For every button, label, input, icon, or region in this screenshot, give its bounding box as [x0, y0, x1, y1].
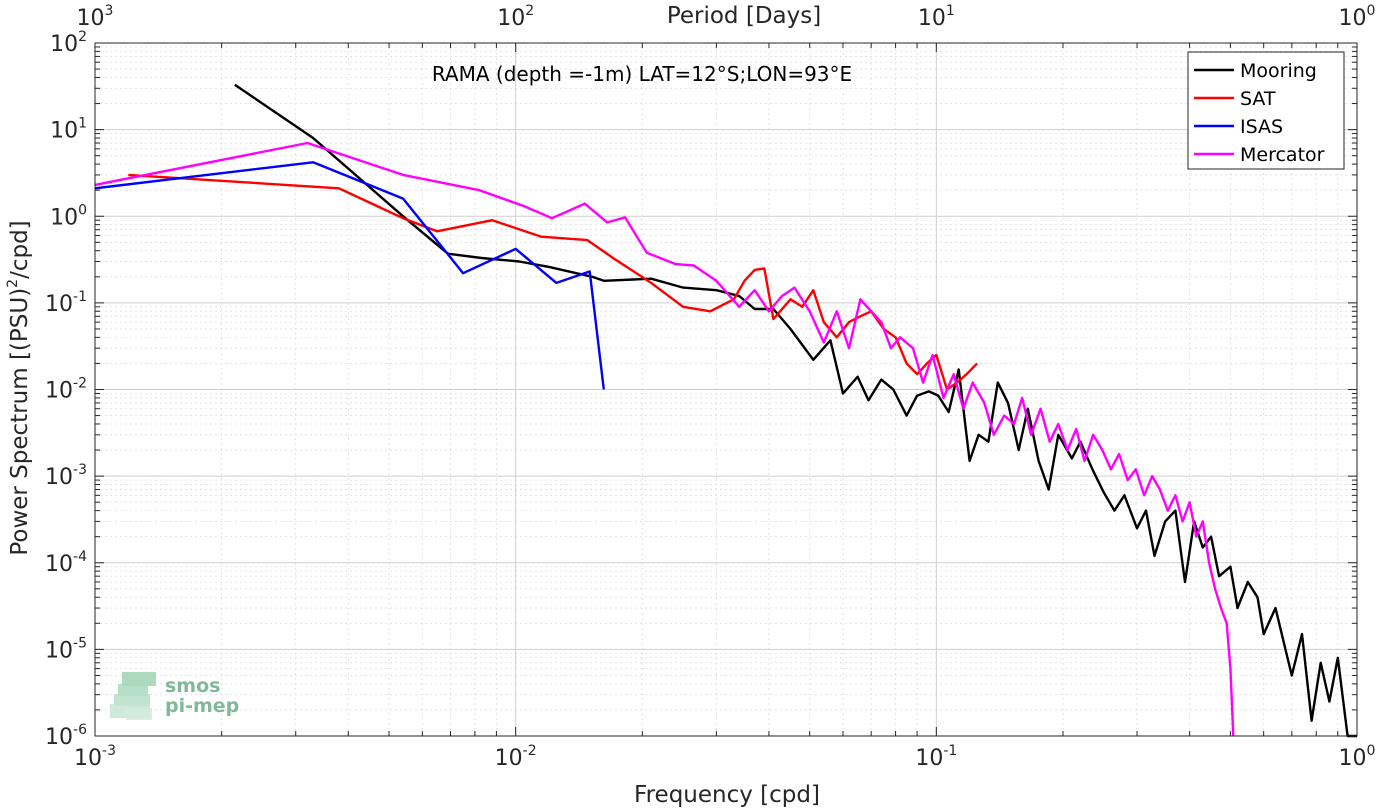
legend-item-mooring: Mooring — [1194, 60, 1317, 82]
logo-text-pimep: pi-mep — [165, 695, 239, 717]
y-axis-label-suffix: /cpd] — [7, 220, 33, 279]
x-tick-label: 100 — [1339, 743, 1376, 771]
x-tick-labels: 10-3 10-2 10-1 100 — [74, 743, 1375, 771]
legend-item-isas: ISAS — [1194, 116, 1283, 138]
top-axis-label: Period [Days] — [667, 3, 821, 29]
tick-marks — [94, 42, 1358, 737]
chart-title: RAMA (depth =-1m) LAT=12°S;LON=93°E — [432, 62, 852, 86]
x-tick-label: 10-3 — [74, 743, 116, 771]
x-tick-label: 10-1 — [915, 743, 957, 771]
y-tick-label: 10-5 — [45, 635, 87, 663]
legend-item-mercator: Mercator — [1194, 144, 1325, 166]
legend-label-mooring: Mooring — [1240, 60, 1317, 82]
top-tick-label: 103 — [77, 3, 114, 31]
y-tick-label: 102 — [50, 29, 87, 57]
y-axis-label-sup: 2 — [5, 279, 21, 288]
y-tick-label: 10-1 — [45, 289, 87, 317]
legend: Mooring SAT ISAS Mercator — [1187, 51, 1345, 170]
top-tick-labels: 103 102 101 100 — [77, 3, 1376, 31]
logo-text-smos: smos — [165, 675, 220, 697]
top-tick-label: 100 — [1339, 3, 1376, 31]
y-tick-labels: 102 101 100 10-1 10-2 10-3 10-4 10-5 10-6 — [45, 29, 87, 750]
legend-box — [1187, 51, 1345, 170]
y-axis-label-main: Power Spectrum [(PSU) — [7, 288, 33, 556]
y-tick-label: 10-2 — [45, 376, 87, 404]
y-tick-label: 100 — [50, 202, 87, 230]
y-tick-label: 10-6 — [45, 722, 87, 750]
smos-pimep-logo: smos pi-mep — [110, 672, 239, 720]
y-axis-label: Power Spectrum [(PSU)2/cpd] — [5, 220, 33, 555]
x-axis-label: Frequency [cpd] — [634, 782, 820, 808]
series-line-sat — [128, 173, 978, 391]
x-tick-label: 10-2 — [495, 743, 537, 771]
y-tick-label: 10-3 — [45, 462, 87, 490]
y-tick-label: 10-4 — [45, 549, 87, 577]
series-layer — [94, 83, 1357, 738]
top-tick-label: 102 — [497, 3, 534, 31]
legend-label-sat: SAT — [1240, 88, 1276, 110]
y-tick-label: 101 — [50, 116, 87, 144]
legend-label-isas: ISAS — [1240, 116, 1283, 138]
top-tick-label: 101 — [918, 3, 955, 31]
series-line-isas — [94, 161, 605, 390]
legend-label-mercator: Mercator — [1240, 144, 1325, 166]
series-line-mercator — [94, 141, 1235, 737]
logo-mark-icon — [110, 672, 156, 720]
legend-item-sat: SAT — [1194, 88, 1276, 110]
